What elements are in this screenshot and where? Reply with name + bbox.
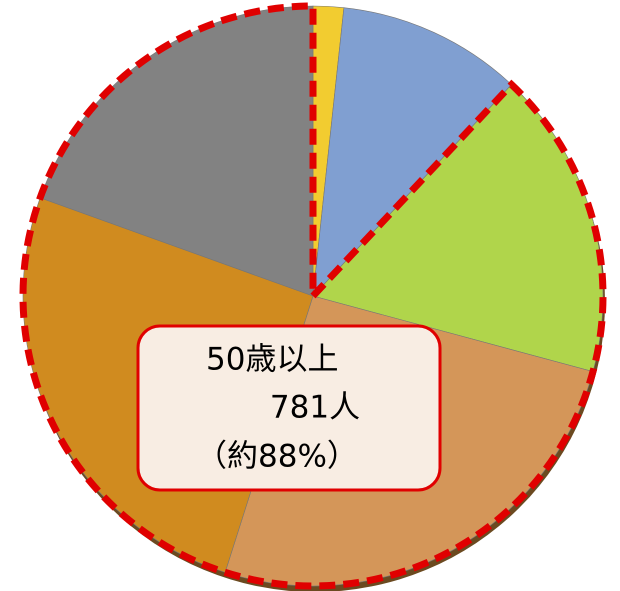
overlay: 50歳以上 781人 （約88%） (19, 2, 607, 590)
annotation-text: （約88%） (196, 439, 358, 475)
pie-slice (312, 7, 512, 297)
annotation-box (136, 324, 442, 492)
annotation-text: 50歳以上 (206, 342, 338, 378)
highlight-outline (19, 2, 607, 590)
annotation-text: 781人 (270, 390, 360, 426)
